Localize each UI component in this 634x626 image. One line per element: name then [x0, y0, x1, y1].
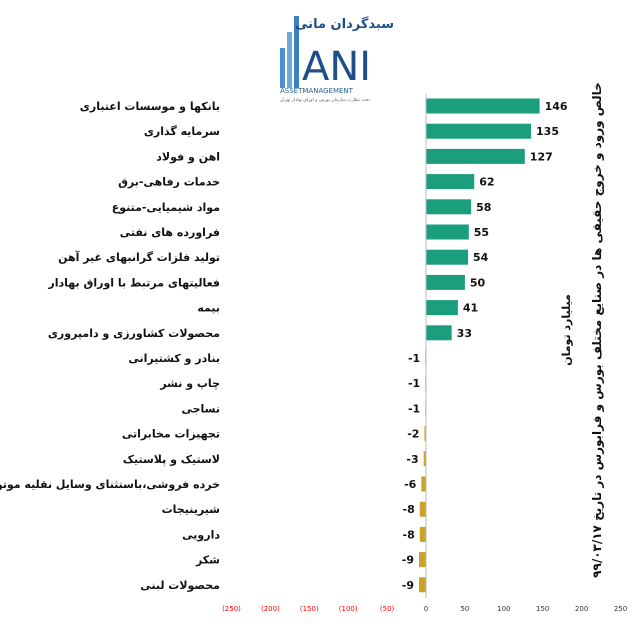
logo-name-fa: سبدگردان مانی: [295, 16, 394, 32]
value-label: -2: [407, 428, 419, 441]
category-label: دارویی: [182, 528, 220, 541]
x-tick-label: (200): [261, 605, 280, 613]
logo-graphic: سبدگردان مانی ANI ASSETMANAGEMENT تحت نظ…: [280, 16, 394, 103]
bar: [418, 552, 426, 568]
bar: [426, 123, 532, 139]
x-tick-label: 200: [575, 605, 588, 613]
x-tick-label: 100: [497, 605, 510, 613]
logo-tagline: تحت نظارت سازمان بورس و اوراق بهادار تهر…: [280, 98, 371, 103]
bar: [426, 249, 469, 265]
bar: [426, 274, 465, 290]
category-label: محصولات کشاورزی و دامپروری: [48, 327, 220, 340]
x-tick-label: 50: [460, 605, 469, 613]
category-label: فعالیتهای مرتبط با اوراق بهادار: [47, 276, 220, 289]
category-label: چاپ و نشر: [159, 377, 220, 390]
bar: [418, 577, 426, 593]
category-label: تولید فلزات گرانبهای غیر آهن: [58, 250, 220, 264]
category-labels-group: بانکها و موسسات اعتباری سرمایه گذاری اهن و…: [0, 100, 220, 592]
logo-bar-3: [294, 16, 299, 88]
value-label: -8: [403, 528, 415, 541]
value-label: -8: [403, 503, 415, 516]
bar: [426, 325, 452, 341]
value-label: 135: [536, 125, 559, 138]
bars-group: [418, 98, 540, 593]
value-label: 55: [474, 226, 489, 239]
category-label: تجهیزات مخابراتی: [122, 428, 220, 441]
value-label: 33: [457, 327, 472, 340]
category-label: اهن و فولاد: [156, 150, 220, 163]
category-label: بنادر و کشتیرانی: [128, 352, 220, 365]
logo: سبدگردان مانی ANI ASSETMANAGEMENT تحت نظ…: [262, 8, 402, 104]
value-label: -1: [408, 352, 420, 365]
logo-letters: ANI: [302, 44, 371, 90]
value-labels-group: 146 135 127 62 58 55 54 50 41 33 -1 -1 -1 -2 -3 -6 -8 -8 -…: [402, 100, 568, 592]
bar: [419, 526, 426, 542]
category-label: شیرینیجات: [162, 503, 220, 516]
category-label: شکر: [195, 554, 220, 567]
category-label: خدمات رفاهی-برق: [118, 176, 220, 189]
value-label: -3: [406, 453, 418, 466]
x-tick-label: (250): [222, 605, 241, 613]
category-label: نساجی: [181, 402, 220, 415]
category-label: سرمایه گذاری: [144, 125, 220, 138]
value-label: 127: [530, 150, 553, 163]
x-tick-label: 150: [536, 605, 549, 613]
category-label: مواد شیمیایی-متنوع: [112, 201, 220, 214]
category-label: بانکها و موسسات اعتباری: [80, 100, 220, 113]
bar: [423, 451, 426, 467]
value-label: 62: [479, 176, 494, 189]
category-label: خرده فروشی،باستثنای وسایل نقلیه موتوری: [0, 478, 220, 491]
x-tick-label: 250: [614, 605, 627, 613]
bar: [426, 199, 472, 215]
value-label: 146: [545, 100, 568, 113]
category-label: فراورده های نفتی: [120, 226, 220, 239]
value-label: 41: [463, 302, 478, 315]
category-label: لاستیک و پلاستیک: [123, 453, 220, 466]
logo-subtitle: ASSETMANAGEMENT: [280, 87, 354, 95]
value-label: -6: [404, 478, 417, 491]
value-label: -9: [402, 579, 414, 592]
bar: [426, 300, 458, 316]
bar: [421, 476, 426, 492]
logo-bar-2: [287, 32, 292, 88]
value-label: -9: [402, 554, 414, 567]
bar: [424, 426, 426, 442]
value-label: -1: [408, 377, 420, 390]
bar: [419, 501, 426, 517]
logo-bar-1: [280, 48, 285, 88]
x-tick-label: (100): [339, 605, 358, 613]
value-label: 58: [476, 201, 491, 214]
value-label: 54: [473, 251, 489, 264]
unit-label: میلیارد تومان: [560, 294, 573, 366]
bar: [426, 98, 540, 114]
bar: [426, 224, 469, 240]
x-axis: (250) (200) (150) (100) (50) 0 50 100 150 200 250: [222, 94, 627, 613]
x-tick-label: (150): [300, 605, 319, 613]
x-tick-label: (50): [380, 605, 395, 613]
value-label: 50: [470, 276, 486, 289]
category-label: محصولات لبنی: [140, 579, 220, 592]
category-label: بیمه: [197, 302, 220, 315]
x-tick-label: 0: [424, 605, 428, 613]
bar: [426, 148, 525, 164]
value-label: -1: [408, 402, 420, 415]
chart-title: خالص ورود و خروج حقیقی ها در صنایع مختلف…: [590, 82, 605, 578]
bar: [426, 174, 475, 190]
